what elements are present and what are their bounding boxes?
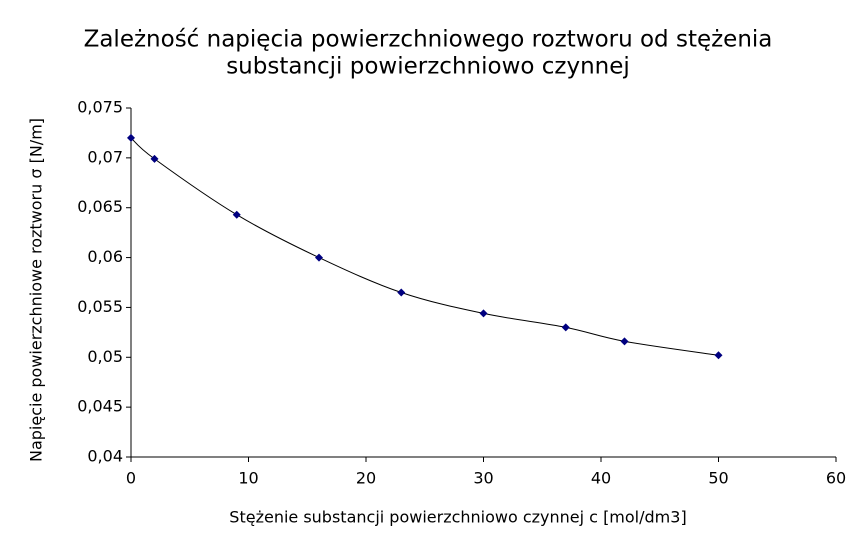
marker <box>315 253 323 262</box>
x-axis-label: Stężenie substancji powierzchniowo czynn… <box>229 508 686 527</box>
marker <box>397 288 406 297</box>
marker <box>561 323 570 332</box>
x-tick-label: 0 <box>126 469 136 488</box>
y-tick-label: 0,055 <box>77 297 123 316</box>
marker <box>620 337 629 346</box>
marker <box>150 154 159 163</box>
chart-title: Zależność napięcia powierzchniowego rozt… <box>84 27 773 53</box>
x-tick-label: 50 <box>708 469 728 488</box>
chart-title: substancji powierzchniowo czynnej <box>226 54 630 80</box>
x-tick-label: 20 <box>356 469 376 488</box>
x-tick-label: 60 <box>826 469 846 488</box>
y-tick-label: 0,045 <box>77 397 123 416</box>
marker <box>127 133 135 142</box>
x-tick-label: 40 <box>591 469 611 488</box>
marker <box>479 309 488 318</box>
y-axis-label: Napięcie powierzchniowe roztworu σ [N/m] <box>27 118 46 462</box>
x-tick-label: 10 <box>238 469 258 488</box>
y-tick-label: 0,065 <box>77 197 123 216</box>
y-tick-label: 0,05 <box>87 347 123 366</box>
marker <box>232 210 241 219</box>
trend-line <box>130 137 719 356</box>
y-tick-label: 0,06 <box>87 247 123 266</box>
y-tick-label: 0,04 <box>87 447 123 466</box>
marker <box>714 351 723 360</box>
y-tick-label: 0,075 <box>77 98 123 117</box>
y-tick-label: 0,07 <box>87 147 123 166</box>
x-tick-label: 30 <box>473 469 493 488</box>
